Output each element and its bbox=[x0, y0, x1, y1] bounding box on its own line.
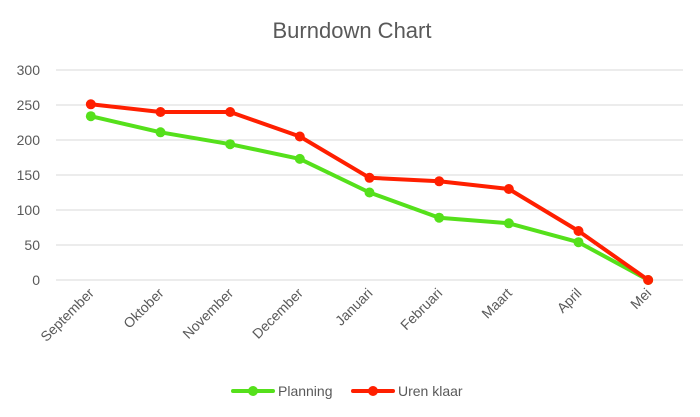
x-tick-label: Februari bbox=[397, 285, 445, 333]
series-line bbox=[88, 114, 651, 282]
x-tick-label: December bbox=[249, 285, 306, 342]
x-tick-label: Oktober bbox=[120, 285, 167, 332]
data-point bbox=[85, 99, 96, 110]
x-tick-label: April bbox=[553, 285, 584, 316]
data-point bbox=[225, 139, 236, 150]
data-point bbox=[364, 172, 375, 183]
data-point bbox=[573, 237, 584, 248]
x-axis-tick-labels: September Oktober November December Januari F… bbox=[37, 285, 654, 345]
data-point bbox=[434, 176, 445, 187]
data-point bbox=[294, 153, 305, 164]
x-tick-label: Maart bbox=[478, 285, 515, 322]
x-tick-label: Mei bbox=[627, 285, 654, 312]
data-point bbox=[573, 226, 584, 236]
y-tick-label: 150 bbox=[17, 167, 41, 183]
data-point bbox=[225, 107, 236, 117]
x-tick-label: November bbox=[179, 285, 236, 342]
y-tick-label: 250 bbox=[17, 97, 41, 113]
series-lines bbox=[85, 99, 654, 285]
legend: Planning Uren klaar bbox=[231, 383, 463, 399]
series-0 bbox=[85, 111, 654, 285]
data-point bbox=[85, 111, 96, 122]
y-tick-label: 0 bbox=[32, 272, 40, 288]
data-point bbox=[364, 187, 375, 198]
x-tick-label: Januari bbox=[332, 285, 376, 329]
legend-label: Planning bbox=[278, 383, 333, 399]
series-1 bbox=[85, 99, 654, 285]
y-tick-label: 200 bbox=[17, 132, 41, 148]
data-point bbox=[294, 131, 305, 142]
y-tick-label: 50 bbox=[24, 237, 40, 253]
data-point bbox=[434, 212, 445, 223]
data-point bbox=[503, 184, 514, 194]
gridlines bbox=[56, 69, 683, 281]
legend-swatch-marker bbox=[248, 386, 258, 396]
legend-swatch-marker bbox=[368, 386, 378, 396]
y-axis-tick-labels: 0 50 100 150 200 250 300 bbox=[17, 62, 41, 288]
legend-item: Planning bbox=[231, 383, 333, 399]
data-point bbox=[643, 275, 654, 285]
y-tick-label: 300 bbox=[17, 62, 41, 78]
data-point bbox=[503, 218, 514, 229]
y-tick-label: 100 bbox=[17, 202, 41, 218]
legend-label: Uren klaar bbox=[398, 383, 463, 399]
data-point bbox=[155, 107, 166, 117]
x-tick-label: September bbox=[37, 285, 97, 345]
data-point bbox=[155, 127, 166, 138]
legend-item: Uren klaar bbox=[351, 383, 463, 399]
chart-title: Burndown Chart bbox=[273, 18, 432, 43]
